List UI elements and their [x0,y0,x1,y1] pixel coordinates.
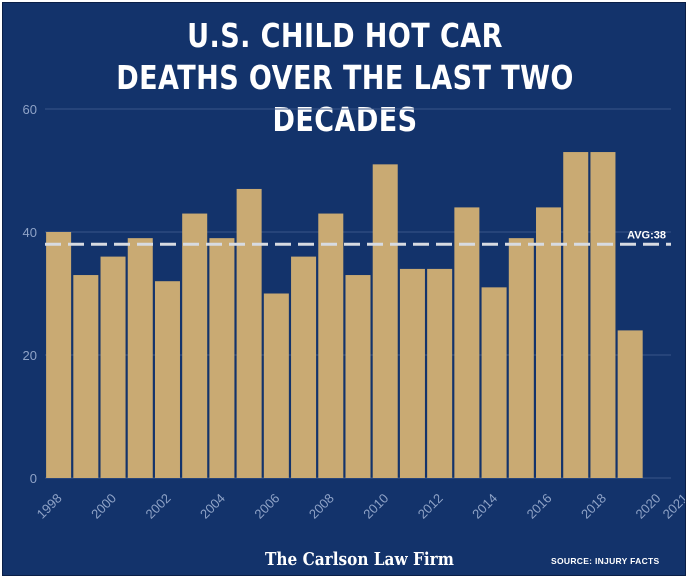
bar-2000 [100,256,126,478]
x-axis-ticks: 1998 2000 2002 2004 2006 2008 2010 2012 2014 2016… [34,491,686,522]
bar-2016 [536,207,562,478]
bar-2013 [454,207,480,478]
bar-2007 [291,256,317,478]
x-tick-label-2018: 2018 [578,491,609,522]
x-tick-label-2006: 2006 [251,491,282,522]
x-tick-label-2002: 2002 [143,491,174,522]
title-line-2: DEATHS OVER THE LAST TWO DECADES [116,58,574,139]
x-tick-label-2012: 2012 [415,491,446,522]
x-tick-label-2014: 2014 [469,491,500,522]
y-tick-label-60: 60 [23,102,37,117]
bar-2008 [318,213,344,479]
bar-1999 [73,275,99,478]
chart-title: U.S. CHILD HOT CAR DEATHS OVER THE LAST … [3,15,685,141]
bar-2001 [127,238,153,478]
bar-2009 [345,275,371,478]
x-tick-label-2021: 2021 [660,491,686,522]
bar-2019 [617,330,643,478]
source-credit: SOURCE: INJURY FACTS [551,556,660,566]
x-tick-label-2000: 2000 [88,491,119,522]
bar-2010 [372,164,398,478]
x-tick-label-2010: 2010 [360,491,391,522]
bar-2005 [236,188,262,478]
bar-2002 [154,281,180,478]
bar-2004 [209,238,235,478]
bar-2017 [563,152,589,479]
x-tick-label-2004: 2004 [197,491,228,522]
bar-1998 [46,232,72,478]
x-tick-label-2008: 2008 [306,491,337,522]
x-tick-label-2016: 2016 [524,491,555,522]
bars [46,152,643,479]
y-tick-label-0: 0 [30,471,37,486]
firm-logo-text: The Carlson Law Firm [265,549,454,570]
average-label: AVG:38 [627,229,666,241]
y-axis-ticks: 0 20 40 60 [23,102,37,486]
x-tick-label-1998: 1998 [34,491,65,522]
bar-2011 [399,268,425,478]
bar-2014 [481,287,507,478]
average-line-group: AVG:38 [45,229,671,246]
bar-2012 [427,268,453,478]
y-tick-label-20: 20 [23,348,37,363]
bar-2015 [508,238,534,478]
bar-2018 [590,152,616,479]
y-tick-label-40: 40 [23,225,37,240]
bar-2003 [182,213,208,479]
bar-chart: 0 20 40 60 1998 2000 2002 2004 2006 2008 2010 2012… [23,102,686,522]
x-tick-label-2020: 2020 [632,491,663,522]
title-line-1: U.S. CHILD HOT CAR [187,16,503,55]
bar-2006 [263,293,289,478]
